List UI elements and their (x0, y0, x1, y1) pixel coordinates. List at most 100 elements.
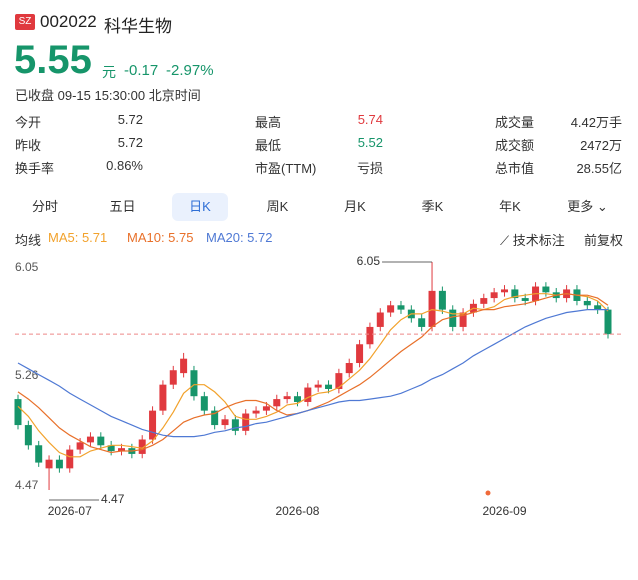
max-label: 6.05 (357, 254, 381, 268)
candle-body (376, 312, 384, 327)
stat-value: 4.42万手 (570, 115, 622, 130)
status: 已收盘 09-15 15:30:00 北京时间 (15, 88, 201, 103)
candle-body (66, 449, 74, 469)
change-pct: -2.97% (166, 62, 214, 79)
stock-name: 科华生物 (104, 17, 172, 36)
candle-body (314, 384, 322, 388)
y-tick-label: 5.26 (15, 368, 39, 382)
stat-value: 5.52 (357, 135, 383, 150)
tab[interactable]: 分时 (31, 199, 58, 214)
candle-body (304, 387, 312, 402)
stock-code: 002022 (40, 12, 97, 31)
tab[interactable]: 日K (172, 193, 228, 221)
legend-entry: MA5: 5.71 (48, 230, 108, 245)
candle-body (211, 410, 219, 426)
x-tick-label: 2026-07 (48, 504, 92, 518)
candle-body (169, 370, 177, 385)
candle-body (97, 436, 105, 446)
candle-body (356, 344, 364, 364)
candle-body (76, 442, 84, 450)
candle-body (594, 305, 602, 310)
stat-label: 总市值 (495, 161, 535, 176)
x-tick-label: 2026-08 (275, 504, 319, 518)
stat-value: 5.72 (117, 112, 143, 127)
x-tick-label: 2026-09 (482, 504, 526, 518)
candle-body (366, 326, 374, 345)
candle-body (438, 290, 446, 310)
legend-entry: MA10: 5.75 (127, 230, 194, 245)
tab[interactable]: 更多 ⌄ (567, 199, 608, 214)
legend-entry: MA20: 5.72 (206, 230, 273, 245)
stat-value: 0.86% (106, 158, 143, 173)
stat-label: 成交额 (495, 138, 535, 153)
ma-line (17, 293, 609, 454)
candle-body (262, 406, 270, 411)
min-label: 4.47 (101, 492, 125, 506)
candle-body (500, 289, 508, 293)
candle-body (45, 459, 53, 469)
candle-body (200, 396, 208, 411)
candle-body (14, 399, 22, 426)
stat-label: 最低 (255, 138, 282, 153)
stat-label: 最高 (255, 115, 282, 130)
candle-body (335, 373, 343, 389)
candle-body (242, 413, 250, 431)
market-badge: SZ (15, 14, 35, 30)
candle-body (118, 448, 126, 452)
ma-line (17, 293, 609, 458)
candle-body (511, 289, 519, 299)
candle-body (221, 419, 229, 426)
candle-body (459, 312, 467, 327)
candle-body (604, 309, 612, 335)
candle-body (86, 436, 94, 443)
candle-body (159, 384, 167, 411)
candle-body (35, 445, 43, 463)
stat-label: 今开 (15, 115, 42, 130)
candle-body (138, 439, 146, 454)
candle-body (418, 318, 426, 327)
tab[interactable]: 周K (266, 199, 289, 214)
candle-body (149, 410, 157, 440)
ma-line (17, 309, 608, 438)
candle-body (428, 290, 436, 327)
candle-body (397, 305, 405, 310)
candle-body (449, 309, 457, 327)
price: 5.55 (14, 38, 92, 82)
price-unit: 元 (102, 64, 116, 80)
candle-body (345, 363, 353, 374)
candle-body (252, 410, 260, 414)
stat-value: 28.55亿 (576, 161, 622, 176)
stat-value: 5.74 (357, 112, 383, 127)
stat-value: 5.72 (117, 135, 143, 150)
stat-label: 成交量 (495, 115, 535, 130)
tab[interactable]: 季K (421, 199, 444, 214)
candle-body (107, 445, 115, 452)
y-tick-label: 6.05 (15, 260, 39, 274)
candle-body (55, 459, 63, 469)
candle-body (231, 419, 239, 431)
stat-value: 2472万 (580, 138, 622, 153)
candle-body (190, 370, 198, 397)
stat-label: 市盈(TTM) (255, 161, 317, 176)
tech-label[interactable]: ⟋ 技术标注 (500, 233, 565, 248)
stat-value: 亏损 (356, 161, 383, 176)
stat-label: 换手率 (15, 161, 55, 176)
candle-body (325, 384, 333, 389)
candle-body (583, 300, 591, 306)
candle-body (293, 396, 301, 402)
candle-body (480, 298, 488, 304)
tab[interactable]: 年K (499, 199, 521, 214)
tab[interactable]: 五日 (109, 199, 136, 214)
candle-body (273, 399, 281, 407)
candle-body (490, 292, 498, 299)
tab[interactable]: 月K (344, 199, 366, 214)
candle-body (24, 425, 32, 446)
candle-body (521, 298, 529, 301)
ma-label: 均线 (15, 233, 42, 248)
candle-body (180, 358, 188, 374)
tech-text[interactable]: 技术标注 (512, 233, 565, 248)
stat-label: 昨收 (15, 138, 42, 153)
kline-chart: 4.47 5.26 6.05 2026-07 2026-08 2026-09 6.05 4.4… (14, 254, 622, 518)
adjust[interactable]: 前复权 (584, 233, 624, 248)
event-dot (485, 490, 491, 496)
